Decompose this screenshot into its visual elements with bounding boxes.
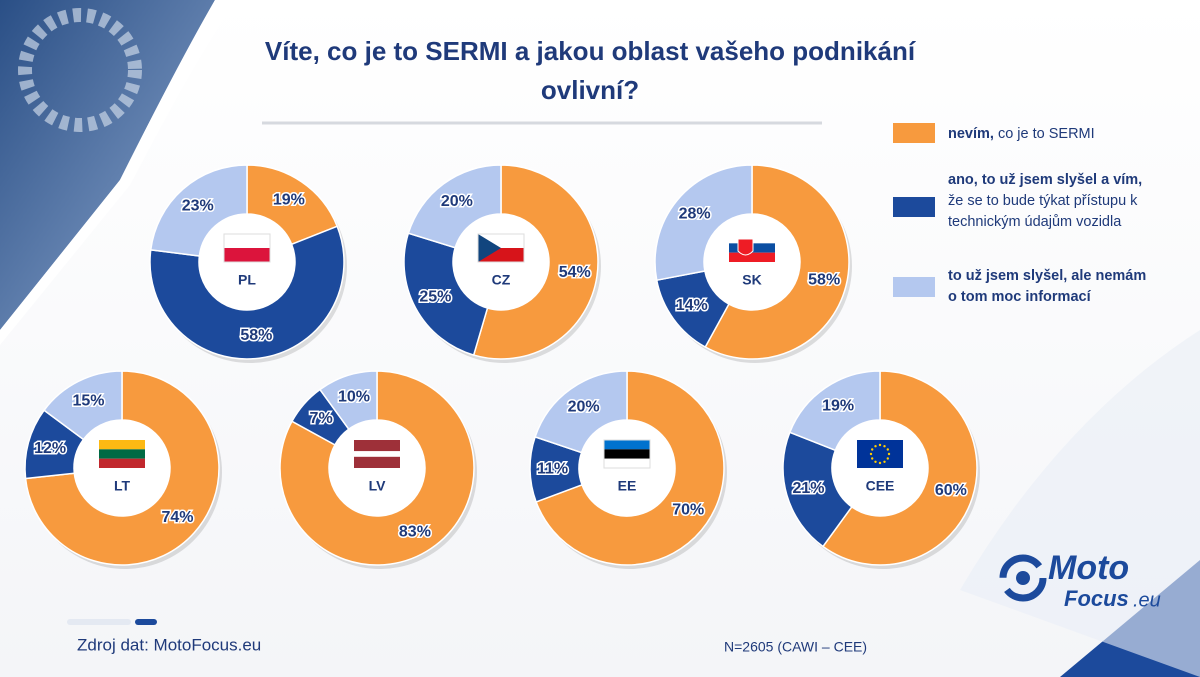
donut-label: CZ [492,272,511,288]
donut-segment [654,164,753,282]
data-label: 12% [34,440,66,457]
flag [604,449,650,459]
data-label: 20% [441,193,473,210]
flag [354,451,400,457]
data-label: 28% [679,206,711,223]
data-label: 58% [240,327,272,344]
flag [224,248,270,262]
donut-label: SK [742,272,761,288]
flag [99,440,145,450]
flag [874,445,877,448]
legend-swatch [893,197,935,217]
legend-text: že se to bude týkat přístupu k technický… [948,193,1138,230]
flag [99,458,145,468]
flag [886,457,889,460]
gear-decor [18,8,142,132]
logo-text: Focus [1064,586,1129,611]
data-label: 60% [935,482,967,499]
data-label: 14% [676,297,708,314]
flag [224,234,270,248]
data-label: 19% [273,192,305,209]
source: Zdroj dat: MotoFocus.eu [77,635,261,654]
flag [874,460,877,463]
flag [729,252,775,262]
legend-bold: nevím, [948,126,994,142]
legend-swatch [893,123,935,143]
flag [354,440,400,452]
logo-icon [999,554,1047,602]
flag [878,443,882,447]
data-label: 7% [310,410,333,427]
corner-shade [960,330,1200,677]
data-label: 23% [182,197,214,214]
data-label: 15% [72,393,104,410]
flag [604,440,650,450]
corner-image [0,0,215,330]
flag [871,457,874,460]
logo-text: .eu [1133,589,1161,611]
note: N=2605 (CAWI – CEE) [724,639,867,655]
data-label: 70% [672,502,704,519]
data-label: 58% [808,272,840,289]
title: Víte, co je to SERMI a jakou oblast vaše… [265,36,916,66]
logo-text: Moto [1048,549,1129,587]
data-label: 10% [338,388,370,405]
data-label: 25% [419,288,451,305]
flag [478,234,501,262]
flag [223,233,271,263]
data-label: 11% [537,460,568,477]
legend-entry: ano, to už jsem slyšel a vím, že se to b… [948,170,1148,233]
legend-swatch [893,277,935,297]
data-label: 83% [399,523,431,540]
donut-label: CEE [866,478,895,494]
flag [869,452,873,456]
data-label: 54% [559,264,591,281]
logo: Moto Focus .eu [999,549,1161,611]
flag [878,461,882,465]
flag [883,445,886,448]
data-label: 74% [161,509,193,526]
donut-label: LT [114,478,131,494]
donut-label: EE [618,478,637,494]
flag [604,458,650,468]
flag [883,460,886,463]
legend-text: co je to SERMI [997,126,1095,142]
flag [887,452,891,456]
legend-entry: to už jsem slyšel, ale nemám o tom moc i… [948,266,1148,308]
flag [871,448,874,451]
donut-label: PL [238,272,256,288]
legend-entry: nevím, co je to SERMI [948,124,1148,145]
logo-icon [1016,571,1030,585]
flag [737,238,754,256]
data-label: 20% [568,399,600,416]
donut-label: LV [369,478,387,494]
corner-edge [0,0,235,345]
flag [354,456,400,468]
data-label: 21% [792,480,824,497]
title: ovlivní? [541,75,639,105]
flag [99,449,145,459]
flag [886,448,889,451]
legend-bold: ano, to už jsem slyšel a vím, [948,172,1143,188]
flag [603,439,651,469]
data-label: 19% [822,398,854,415]
legend-bold: to už jsem slyšel, ale nemám o tom moc i… [948,268,1147,305]
flag [477,233,525,263]
